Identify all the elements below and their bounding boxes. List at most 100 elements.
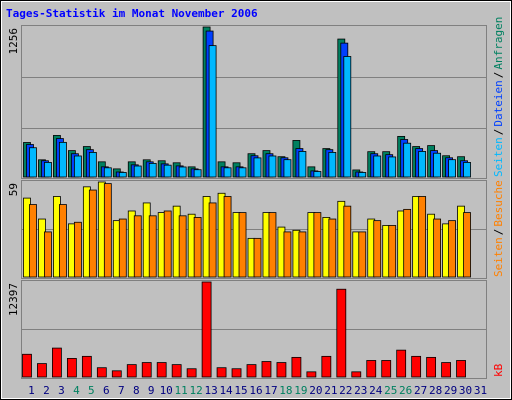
bar — [343, 56, 352, 178]
legend-separator: / — [492, 129, 505, 136]
bar — [456, 360, 466, 378]
legend-entry: Seiten — [492, 237, 505, 277]
x-tick-label: 3 — [58, 384, 65, 397]
y-tick-label: 12397 — [7, 283, 20, 316]
bar — [381, 360, 392, 378]
bar — [118, 172, 127, 178]
x-tick-label: 17 — [264, 384, 277, 397]
x-tick-label: 31 — [474, 384, 487, 397]
bar — [133, 165, 142, 178]
x-tick-label: 25 — [384, 384, 397, 397]
x-tick-label: 13 — [204, 384, 217, 397]
bar — [246, 364, 257, 378]
legend-separator: / — [492, 229, 505, 236]
bar — [321, 355, 332, 378]
bar — [403, 142, 412, 178]
bar — [208, 202, 217, 278]
x-tick-label: 23 — [354, 384, 367, 397]
legend: kB — [492, 363, 505, 377]
bar — [403, 208, 412, 278]
bar — [336, 288, 347, 378]
x-tick-label: 1 — [28, 384, 35, 397]
x-tick-label: 2 — [43, 384, 50, 397]
bar — [118, 218, 127, 278]
bar — [96, 367, 107, 378]
bar — [253, 157, 262, 178]
bar — [81, 355, 92, 378]
bar — [88, 151, 97, 178]
bar — [283, 231, 292, 278]
bar — [388, 156, 397, 178]
bar — [388, 225, 397, 278]
bar — [156, 362, 167, 378]
bar — [283, 159, 292, 178]
bar — [426, 356, 437, 378]
bar — [238, 167, 247, 178]
legend-entry: Anfragen — [492, 17, 505, 70]
bar — [216, 367, 227, 378]
bar — [358, 231, 367, 278]
bar — [193, 217, 202, 278]
bar — [441, 362, 451, 378]
bar — [268, 155, 277, 178]
bar — [433, 152, 442, 178]
bar — [223, 196, 232, 278]
bar — [52, 347, 62, 378]
bar — [411, 355, 422, 378]
bar — [73, 155, 82, 178]
legend: Seiten/Dateien/Anfragen — [492, 17, 505, 177]
legend-entry: Besuche — [492, 180, 505, 226]
x-tick-label: 12 — [190, 384, 203, 397]
legend-separator: / — [492, 72, 505, 79]
x-tick-label: 8 — [133, 384, 140, 397]
bar — [298, 151, 307, 178]
legend-entry: kB — [492, 363, 505, 377]
x-tick-label: 15 — [234, 384, 247, 397]
bar — [373, 155, 382, 178]
bar — [111, 370, 122, 378]
bar — [44, 231, 52, 278]
bar — [208, 45, 217, 178]
bar — [358, 172, 367, 178]
x-tick-label: 11 — [175, 384, 188, 397]
x-tick-label: 20 — [309, 384, 322, 397]
bar — [163, 164, 172, 178]
x-tick-label: 28 — [429, 384, 442, 397]
bar — [148, 162, 157, 178]
x-tick-label: 27 — [414, 384, 427, 397]
x-tick-label: 29 — [444, 384, 457, 397]
bar — [163, 210, 172, 278]
bar — [103, 183, 112, 278]
x-tick-label: 14 — [219, 384, 233, 397]
bar — [343, 205, 352, 278]
bar — [448, 159, 456, 178]
x-tick-label: 9 — [148, 384, 155, 397]
x-tick-label: 24 — [369, 384, 383, 397]
bar — [88, 189, 97, 278]
x-tick-label: 30 — [459, 384, 472, 397]
bar — [373, 220, 382, 278]
bar — [313, 171, 322, 178]
x-tick-label: 6 — [103, 384, 110, 397]
x-tick-label: 26 — [399, 384, 412, 397]
bar — [396, 349, 407, 378]
bar — [29, 204, 37, 278]
bar — [261, 361, 272, 378]
x-tick-label: 7 — [118, 384, 125, 397]
bar — [328, 218, 337, 278]
bar — [313, 212, 322, 278]
x-tick-label: 5 — [88, 384, 95, 397]
bar — [126, 364, 137, 378]
bar — [133, 215, 142, 278]
x-tick-label: 18 — [279, 384, 292, 397]
bar — [291, 356, 302, 378]
bar — [37, 363, 47, 378]
bar — [223, 167, 232, 178]
bar — [178, 215, 187, 278]
bar — [141, 362, 152, 378]
bar — [59, 141, 67, 178]
legend: Seiten/ Besuche — [492, 180, 505, 277]
legend-entry: Dateien — [492, 80, 505, 126]
